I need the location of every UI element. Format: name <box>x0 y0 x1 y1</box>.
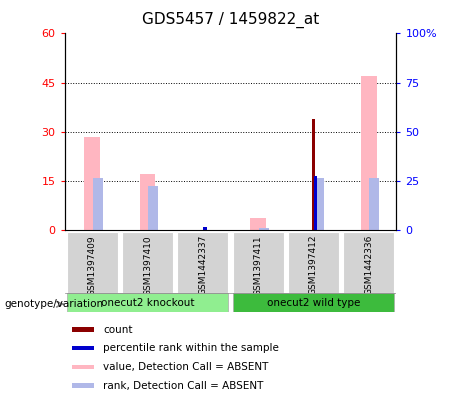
Text: percentile rank within the sample: percentile rank within the sample <box>103 343 279 353</box>
Bar <box>72 365 94 369</box>
Bar <box>361 76 377 230</box>
Bar <box>140 174 155 230</box>
Bar <box>177 232 228 293</box>
Bar <box>369 178 379 230</box>
Bar <box>288 232 339 293</box>
Bar <box>312 119 315 230</box>
Text: count: count <box>103 325 133 334</box>
Bar <box>233 232 284 293</box>
Text: rank, Detection Call = ABSENT: rank, Detection Call = ABSENT <box>103 380 264 391</box>
Text: onecut2 wild type: onecut2 wild type <box>267 298 360 308</box>
Bar <box>67 293 228 312</box>
Text: GDS5457 / 1459822_at: GDS5457 / 1459822_at <box>142 12 319 28</box>
Text: GSM1397412: GSM1397412 <box>309 235 318 296</box>
Bar <box>122 232 173 293</box>
Text: GSM1442336: GSM1442336 <box>364 235 373 295</box>
Bar <box>72 346 94 350</box>
Bar <box>343 232 394 293</box>
Text: GSM1397411: GSM1397411 <box>254 235 263 296</box>
Bar <box>72 384 94 387</box>
Bar <box>203 227 207 230</box>
Text: GSM1397410: GSM1397410 <box>143 235 152 296</box>
Bar <box>72 327 94 332</box>
Bar <box>259 228 269 230</box>
Text: GSM1397409: GSM1397409 <box>88 235 97 296</box>
Bar <box>314 178 324 230</box>
Bar <box>250 219 266 230</box>
Bar <box>314 176 317 230</box>
Bar <box>67 232 118 293</box>
Bar <box>233 293 394 312</box>
Bar <box>93 178 103 230</box>
Bar <box>84 136 100 230</box>
Text: genotype/variation: genotype/variation <box>5 299 104 309</box>
Text: value, Detection Call = ABSENT: value, Detection Call = ABSENT <box>103 362 269 372</box>
Text: onecut2 knockout: onecut2 knockout <box>101 298 194 308</box>
Bar <box>148 185 158 230</box>
Text: GSM1442337: GSM1442337 <box>198 235 207 295</box>
